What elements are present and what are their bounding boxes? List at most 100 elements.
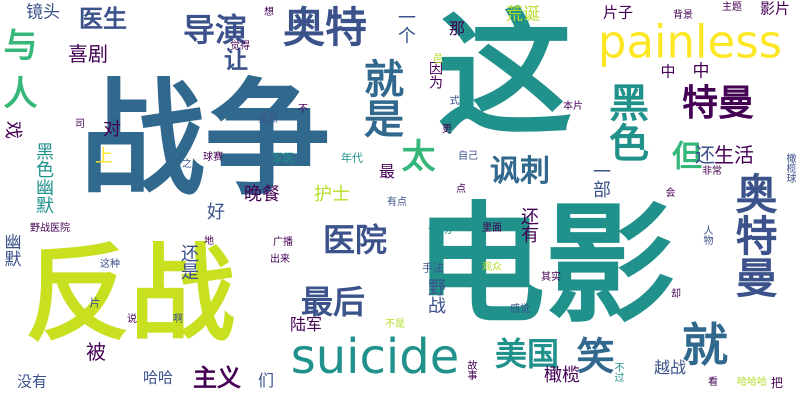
word-lujun: 还是: [178, 244, 199, 280]
word-ziji: 非常: [702, 166, 722, 177]
word-jingtou: 镜头: [26, 2, 60, 23]
word-que: 啊: [173, 314, 183, 325]
word-yingpian: 影片: [759, 0, 791, 18]
word-shuo: 片: [89, 296, 101, 310]
word-ren: 人: [0, 75, 37, 109]
word-youdian: 点: [456, 184, 466, 195]
word-ganlan: 野战: [425, 278, 446, 314]
word-dian: 本片: [563, 101, 583, 112]
word-bushi: 感觉: [510, 304, 530, 315]
word-a: 说: [127, 314, 137, 325]
word-suicide: suicide: [290, 329, 460, 385]
word-hushi: 护士: [314, 184, 350, 205]
word-daoyan: 导演: [182, 11, 248, 49]
word-yu: 与: [0, 27, 37, 61]
word-zhi: 司: [75, 119, 85, 130]
word-yi: 地: [204, 236, 214, 247]
word-zhuyi: 哈哈: [142, 368, 174, 387]
word-meiyou: 主义: [193, 364, 241, 392]
word-heiseyoumo: 中: [692, 61, 710, 82]
word-ting: 邑: [433, 54, 443, 65]
word-ganlanqiu: 军医: [272, 151, 294, 165]
word-rang: 让: [224, 46, 248, 74]
word-xiao: 笑: [570, 336, 614, 374]
word-zhezhong: 不过: [612, 362, 623, 382]
word-renwu: 会: [663, 187, 674, 197]
word-xi: 不: [298, 104, 308, 115]
word-zuihou: 最后: [300, 283, 366, 321]
word-teman: 特曼: [681, 83, 755, 124]
word-yiyishu: 一个: [395, 8, 416, 44]
word-huan: 黑色幽默: [33, 142, 54, 214]
word-zhe: 这: [437, 0, 573, 154]
word-haha: 被: [86, 340, 106, 364]
word-wancan: 晚餐: [244, 184, 280, 205]
word-shi: 更: [442, 124, 452, 135]
word-kan: 越战: [653, 358, 687, 377]
word-beijing: 背景: [673, 10, 693, 21]
word-youmo: 就: [682, 318, 728, 372]
word-qishi: 观众: [482, 262, 502, 273]
word-aote: 奥特: [282, 3, 368, 52]
word-bu: 想: [264, 7, 274, 18]
word-hao: 还: [695, 143, 715, 167]
word-dianying: 电影: [414, 189, 676, 341]
word-yezhan: 陆军: [289, 315, 323, 334]
word-guangbo: 出来: [270, 254, 290, 265]
word-si: 戏: [2, 121, 23, 139]
word-geng: 自己: [458, 151, 478, 162]
word-men: 们: [255, 372, 274, 388]
word-benpian: 虽然: [258, 114, 278, 125]
word-qiusai: 橄榄球: [784, 153, 795, 183]
word-fanzhan: 反战: [24, 233, 236, 356]
word-na: 那: [446, 20, 465, 36]
word-jiushi: 就是: [357, 58, 403, 138]
word-pian: 广播: [273, 237, 293, 248]
word-guanzhong: 手法: [422, 261, 444, 275]
word-dan: 但: [666, 140, 701, 170]
word-limian: 一场: [427, 222, 453, 236]
word-shang: 上: [95, 146, 113, 167]
word-yisheng: 医生: [79, 5, 127, 33]
word-dui: 对: [103, 119, 121, 140]
word-xiju: 喜剧: [68, 42, 108, 66]
word-ganjue: 其实: [541, 272, 561, 283]
word-yezhanyiyuan: 幽默: [0, 233, 21, 267]
word-junyi: 把: [770, 376, 784, 390]
word-haiyou: 还有: [518, 207, 539, 243]
word-zhong: 中: [660, 62, 676, 81]
word-suiran: 年代: [341, 151, 363, 165]
word-niandai: 球赛: [203, 152, 223, 163]
word-painless: painless: [597, 15, 783, 69]
word-shenghuo: 生活: [714, 143, 754, 167]
word-shoufa: 里面: [482, 223, 502, 234]
word-huangdan: 荒诞: [506, 4, 540, 25]
word-di: 之: [182, 159, 192, 170]
word-yiyuan: 医院: [322, 221, 388, 259]
word-juede: 式: [447, 95, 458, 105]
word-heise: 黑色: [602, 82, 648, 162]
word-bei: 橄榄: [544, 365, 580, 386]
word-buguo: 故事: [465, 360, 476, 380]
word-zhuti: 主题: [722, 2, 742, 13]
word-hahaha: 看: [708, 377, 718, 388]
word-meiguo: 美国: [494, 335, 560, 373]
word-yibu: 一部: [590, 162, 611, 198]
word-fengci: 讽刺: [490, 154, 550, 189]
word-hui: 却: [671, 289, 681, 300]
word-yuezhan: 没有: [16, 372, 48, 391]
word-yinwei: 因为: [427, 61, 443, 89]
word-haishi: 野战医院: [30, 223, 70, 234]
word-gushi: 不是: [385, 319, 405, 330]
word-chulai: 这种: [100, 259, 120, 270]
word-yichang: 有点: [387, 197, 407, 208]
word-tai: 太: [395, 138, 435, 172]
word-feichang: 人物: [701, 225, 712, 245]
word-pianzi: 片子: [602, 3, 634, 22]
word-aoteman: 奥特曼: [729, 172, 778, 298]
word-zui: 最: [378, 162, 396, 181]
word-zhanzheng: 战争: [80, 67, 330, 213]
word-ba: 哈哈哈: [737, 377, 767, 388]
word-xiang: 觉得: [230, 41, 250, 52]
